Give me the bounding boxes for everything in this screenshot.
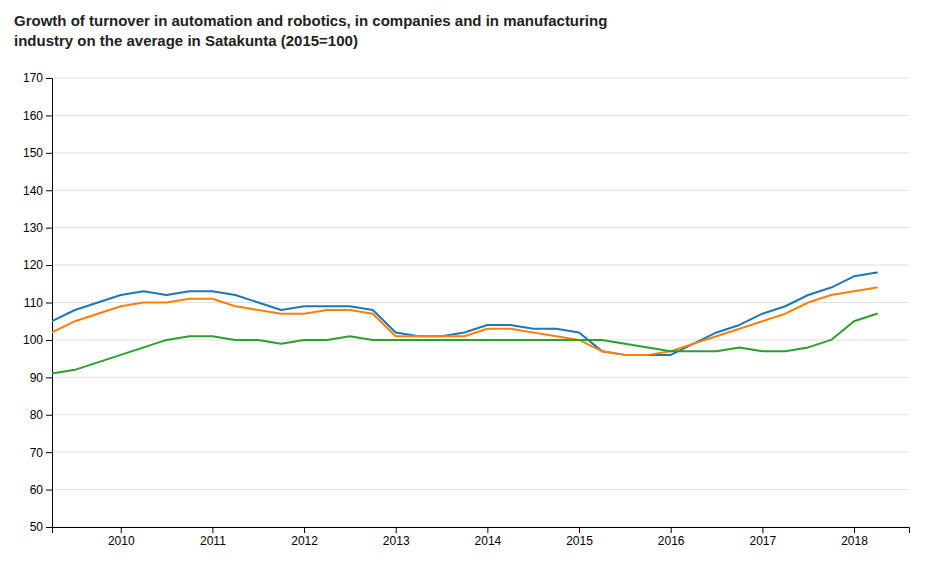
- x-tick-mark: [304, 527, 305, 533]
- y-tick-label: 50: [30, 520, 44, 534]
- grid-line: [52, 152, 909, 153]
- grid-line: [52, 78, 909, 79]
- y-tick: 80: [30, 408, 52, 422]
- x-tick-label: 2013: [383, 534, 410, 548]
- y-tick: 100: [23, 333, 52, 347]
- y-tick-label: 90: [30, 371, 44, 385]
- grid: [52, 78, 909, 527]
- x-tick-mark: [671, 527, 672, 533]
- y-tick-mark: [46, 527, 52, 528]
- x-tick: 2013: [383, 527, 410, 548]
- y-tick-label: 150: [23, 146, 43, 160]
- series-line: [52, 314, 877, 374]
- chart: Growth of turnover in automation and rob…: [0, 0, 933, 567]
- grid-line: [52, 265, 909, 266]
- x-tick-label: 2017: [749, 534, 776, 548]
- y-tick-mark: [46, 303, 52, 304]
- x-tick: 2012: [291, 527, 318, 548]
- x-tick-label: 2014: [475, 534, 502, 548]
- y-axis-line: [46, 79, 53, 528]
- y-tick-label: 60: [30, 483, 44, 497]
- plot-area: [52, 273, 877, 374]
- x-tick-label: 2012: [291, 534, 318, 548]
- y-tick-mark: [46, 115, 52, 116]
- x-tick-mark: [487, 527, 488, 533]
- title-line: Growth of turnover in automation and rob…: [14, 12, 607, 29]
- y-tick: 160: [23, 109, 52, 123]
- x-tick-mark: [762, 527, 763, 533]
- y-tick-mark: [46, 377, 52, 378]
- y-tick-mark: [46, 190, 52, 191]
- y-tick: 140: [23, 184, 52, 198]
- y-tick-label: 80: [30, 408, 44, 422]
- grid-line: [52, 377, 909, 378]
- x-tick-label: 2011: [200, 534, 226, 548]
- y-axis: 50 60 70 80 90 100 110 120 130 140 150 160 170: [23, 71, 53, 534]
- y-tick-label: 170: [23, 71, 43, 85]
- grid-line: [52, 227, 909, 228]
- x-tick-mark: [396, 527, 397, 533]
- grid-line: [52, 414, 909, 415]
- y-tick-mark: [46, 340, 52, 341]
- x-tick-label: 2018: [841, 534, 868, 548]
- y-tick: 90: [30, 371, 52, 385]
- y-tick-mark: [46, 265, 52, 266]
- y-tick-mark: [46, 452, 52, 453]
- y-tick-label: 130: [23, 221, 43, 235]
- y-tick-mark: [46, 78, 52, 79]
- x-tick-mark: [121, 527, 122, 533]
- title-line: industry on the average in Satakunta (20…: [14, 32, 358, 49]
- y-tick: 120: [23, 258, 52, 272]
- series-line: [52, 288, 877, 355]
- y-tick: 150: [23, 146, 52, 160]
- x-axis-line: [53, 528, 910, 534]
- y-tick-label: 120: [23, 258, 43, 272]
- x-tick: 2017: [749, 527, 776, 548]
- y-tick-label: 100: [23, 333, 43, 347]
- x-tick-label: 2010: [108, 534, 135, 548]
- y-tick-label: 70: [30, 446, 44, 460]
- x-tick-mark: [579, 527, 580, 533]
- x-tick: 2010: [108, 527, 135, 548]
- title: Growth of turnover in automation and rob…: [14, 12, 607, 49]
- y-tick: 60: [30, 483, 52, 497]
- y-tick: 110: [24, 296, 52, 310]
- y-tick: 70: [30, 446, 52, 460]
- series-line: [52, 273, 877, 355]
- y-tick-mark: [46, 153, 52, 154]
- grid-line: [52, 489, 909, 490]
- x-tick: 2011: [200, 527, 226, 548]
- y-tick-mark: [46, 228, 52, 229]
- y-tick: 50: [30, 520, 52, 534]
- x-tick: 2014: [475, 527, 502, 548]
- x-tick-label: 2015: [566, 534, 593, 548]
- grid-line: [52, 452, 909, 453]
- x-tick-mark: [212, 527, 213, 533]
- x-tick: 2018: [841, 527, 868, 548]
- y-tick: 170: [23, 71, 52, 85]
- grid-line: [52, 190, 909, 191]
- grid-line: [52, 115, 909, 116]
- y-tick: 130: [23, 221, 52, 235]
- x-tick: 2015: [566, 527, 593, 548]
- y-tick-label: 160: [23, 109, 43, 123]
- y-tick-mark: [46, 415, 52, 416]
- grid-line: [52, 302, 909, 303]
- x-tick: 2016: [658, 527, 685, 548]
- x-tick-label: 2016: [658, 534, 685, 548]
- y-tick-label: 140: [23, 184, 43, 198]
- y-tick-mark: [46, 490, 52, 491]
- y-tick-label: 110: [24, 296, 43, 310]
- x-tick-mark: [854, 527, 855, 533]
- x-axis: 2010 2011 2012 2013 2014 2015 2016 2017 2018: [53, 527, 910, 548]
